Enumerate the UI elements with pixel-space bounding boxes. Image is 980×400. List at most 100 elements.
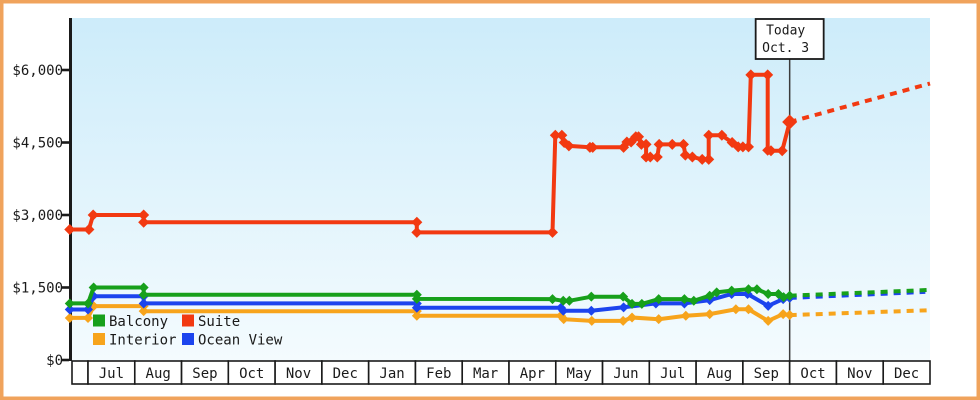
data-point[interactable] xyxy=(726,285,737,296)
data-point[interactable] xyxy=(83,312,93,323)
today-annotation: Today Oct. 3 xyxy=(754,18,825,60)
data-point[interactable] xyxy=(138,209,150,221)
data-point[interactable] xyxy=(64,304,75,315)
data-point[interactable] xyxy=(751,284,762,295)
y-tick-label: $6,000 xyxy=(12,63,63,79)
data-point[interactable] xyxy=(88,282,99,293)
legend-item-suite[interactable]: Suite xyxy=(182,314,240,330)
data-point[interactable] xyxy=(558,305,569,316)
month-label: Jul xyxy=(660,366,685,382)
data-point[interactable] xyxy=(138,282,149,293)
data-point[interactable] xyxy=(618,302,629,313)
legend: Balcony Suite Interior Ocean View xyxy=(93,314,283,349)
data-point[interactable] xyxy=(666,138,678,150)
data-point[interactable] xyxy=(411,293,422,304)
data-point[interactable] xyxy=(138,289,149,300)
month-label: May xyxy=(567,366,592,382)
data-point[interactable] xyxy=(564,295,575,306)
legend-swatch xyxy=(182,333,194,345)
y-tick-label: $0 xyxy=(46,353,63,369)
data-point[interactable] xyxy=(558,314,569,325)
data-point[interactable] xyxy=(686,151,698,163)
data-point[interactable] xyxy=(703,153,715,165)
data-point[interactable] xyxy=(64,224,76,235)
data-point[interactable] xyxy=(586,315,597,326)
legend-label: Interior xyxy=(109,333,176,349)
month-label: Dec xyxy=(894,366,919,382)
data-point[interactable] xyxy=(743,141,755,153)
data-point[interactable] xyxy=(651,151,663,163)
data-point[interactable] xyxy=(547,226,559,238)
data-point[interactable] xyxy=(636,298,647,309)
data-point[interactable] xyxy=(782,114,798,130)
data-point[interactable] xyxy=(716,129,728,141)
data-point[interactable] xyxy=(778,309,789,320)
data-point[interactable] xyxy=(586,305,597,316)
data-point[interactable] xyxy=(763,300,774,311)
data-point[interactable] xyxy=(679,294,690,305)
data-point[interactable] xyxy=(618,291,629,302)
data-point[interactable] xyxy=(640,138,652,150)
data-point[interactable] xyxy=(745,69,757,81)
data-point[interactable] xyxy=(411,310,422,321)
data-point[interactable] xyxy=(587,141,599,153)
data-point[interactable] xyxy=(743,304,754,315)
data-point[interactable] xyxy=(138,216,150,228)
month-label: Sep xyxy=(192,366,217,382)
data-point[interactable] xyxy=(83,304,93,315)
data-point[interactable] xyxy=(138,306,149,317)
data-point[interactable] xyxy=(677,138,689,150)
data-point[interactable] xyxy=(776,145,788,157)
legend-item-interior[interactable]: Interior xyxy=(93,333,176,349)
month-label: Apr xyxy=(520,366,545,382)
data-point[interactable] xyxy=(680,310,691,321)
data-point[interactable] xyxy=(644,151,656,163)
data-point[interactable] xyxy=(703,129,715,141)
data-point[interactable] xyxy=(762,69,774,81)
data-point[interactable] xyxy=(411,302,422,313)
data-point[interactable] xyxy=(627,298,638,309)
month-label: Nov xyxy=(286,366,311,382)
data-point[interactable] xyxy=(765,145,777,157)
month-label: Oct xyxy=(239,366,264,382)
data-point[interactable] xyxy=(83,224,95,235)
data-point[interactable] xyxy=(711,287,722,298)
data-point[interactable] xyxy=(653,294,664,305)
data-point[interactable] xyxy=(64,298,75,309)
data-point[interactable] xyxy=(138,298,149,309)
data-point[interactable] xyxy=(618,315,629,326)
month-label: Dec xyxy=(333,366,358,382)
month-label: Feb xyxy=(426,366,451,382)
data-point[interactable] xyxy=(563,140,575,152)
month-label: Oct xyxy=(800,366,825,382)
data-point[interactable] xyxy=(730,304,741,315)
data-point[interactable] xyxy=(558,295,569,306)
data-point[interactable] xyxy=(87,209,99,221)
data-point[interactable] xyxy=(627,312,638,323)
data-point[interactable] xyxy=(547,294,558,305)
data-point[interactable] xyxy=(653,314,664,325)
data-point[interactable] xyxy=(704,290,715,301)
data-point[interactable] xyxy=(763,315,774,326)
data-point[interactable] xyxy=(704,309,715,320)
data-point[interactable] xyxy=(83,298,93,309)
data-point[interactable] xyxy=(743,284,754,295)
legend-item-balcony[interactable]: Balcony xyxy=(93,314,168,330)
data-point[interactable] xyxy=(411,216,423,228)
series-projection xyxy=(789,308,931,318)
legend-item-ocean-view[interactable]: Ocean View xyxy=(182,333,283,349)
data-point[interactable] xyxy=(64,312,75,323)
data-point[interactable] xyxy=(549,129,561,141)
data-point[interactable] xyxy=(411,226,423,238)
data-point[interactable] xyxy=(653,138,665,150)
month-label: Jul xyxy=(99,366,124,382)
y-tick-label: $1,500 xyxy=(12,281,63,297)
data-point[interactable] xyxy=(763,289,774,300)
data-point[interactable] xyxy=(784,290,795,301)
data-point[interactable] xyxy=(784,310,795,321)
data-point[interactable] xyxy=(586,291,597,302)
data-point[interactable] xyxy=(696,153,708,165)
legend-label: Suite xyxy=(198,314,240,330)
data-point[interactable] xyxy=(688,295,699,306)
data-point[interactable] xyxy=(737,141,749,153)
